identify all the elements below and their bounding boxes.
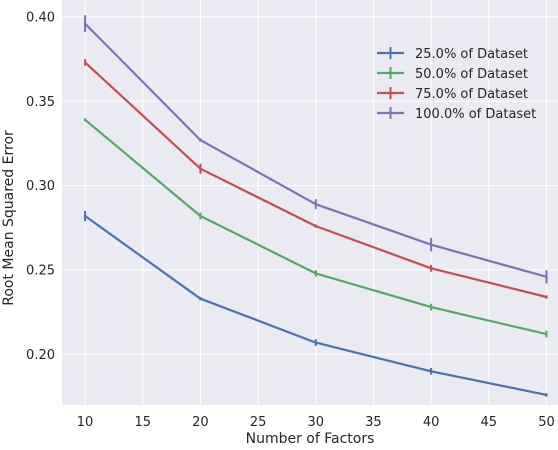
series-3 (83, 59, 548, 299)
legend-item: 25.0% of Dataset (377, 47, 528, 62)
data-point (83, 214, 87, 218)
series-4 (83, 15, 548, 284)
data-point (545, 332, 548, 336)
y-tick-labels: 0.20 0.25 0.30 0.35 0.40 (26, 10, 55, 363)
x-axis-label: Number of Factors (246, 431, 375, 446)
x-tick-label: 40 (423, 415, 440, 430)
data-point (199, 167, 202, 170)
data-point (314, 224, 317, 228)
x-tick-label: 45 (481, 415, 498, 430)
data-point (545, 275, 548, 278)
y-tick-label: 0.25 (26, 264, 55, 279)
data-point (429, 243, 433, 246)
x-tick-label: 25 (250, 415, 267, 430)
legend-label: 25.0% of Dataset (415, 47, 528, 62)
data-point (545, 393, 548, 397)
data-point (83, 22, 87, 25)
legend-item: 75.0% of Dataset (377, 87, 528, 102)
data-point (429, 267, 433, 270)
data-point (545, 295, 548, 299)
series-2 (83, 118, 548, 338)
y-tick-label: 0.20 (26, 348, 55, 363)
series-layer (83, 15, 548, 397)
x-tick-label: 20 (192, 415, 209, 430)
data-point (314, 272, 317, 275)
data-point (429, 305, 433, 309)
x-tick-label: 10 (77, 415, 94, 430)
plot-area (62, 0, 558, 405)
legend: 25.0% of Dataset 50.0% of Dataset 75.0% of… (377, 47, 536, 122)
legend-label: 100.0% of Dataset (415, 107, 536, 122)
data-point (83, 61, 87, 64)
data-point (314, 202, 317, 206)
legend-item: 100.0% of Dataset (377, 107, 536, 122)
legend-label: 75.0% of Dataset (415, 87, 528, 102)
data-point (83, 118, 87, 122)
y-axis-label: Root Mean Squared Error (1, 130, 17, 306)
data-point (199, 138, 202, 142)
x-tick-label: 30 (307, 415, 324, 430)
y-tick-label: 0.35 (26, 95, 55, 110)
series-1 (83, 210, 548, 397)
x-tick-label: 15 (134, 415, 151, 430)
x-tick-labels: 10 15 20 25 30 35 40 45 50 (77, 415, 555, 430)
data-point (429, 370, 433, 373)
x-tick-label: 50 (538, 415, 555, 430)
y-tick-label: 0.30 (26, 179, 55, 194)
data-point (199, 297, 202, 300)
x-tick-label: 35 (365, 415, 382, 430)
legend-item: 50.0% of Dataset (377, 67, 528, 82)
legend-label: 50.0% of Dataset (415, 67, 528, 82)
data-point (314, 341, 317, 344)
data-point (199, 214, 202, 218)
y-tick-label: 0.40 (26, 10, 55, 25)
